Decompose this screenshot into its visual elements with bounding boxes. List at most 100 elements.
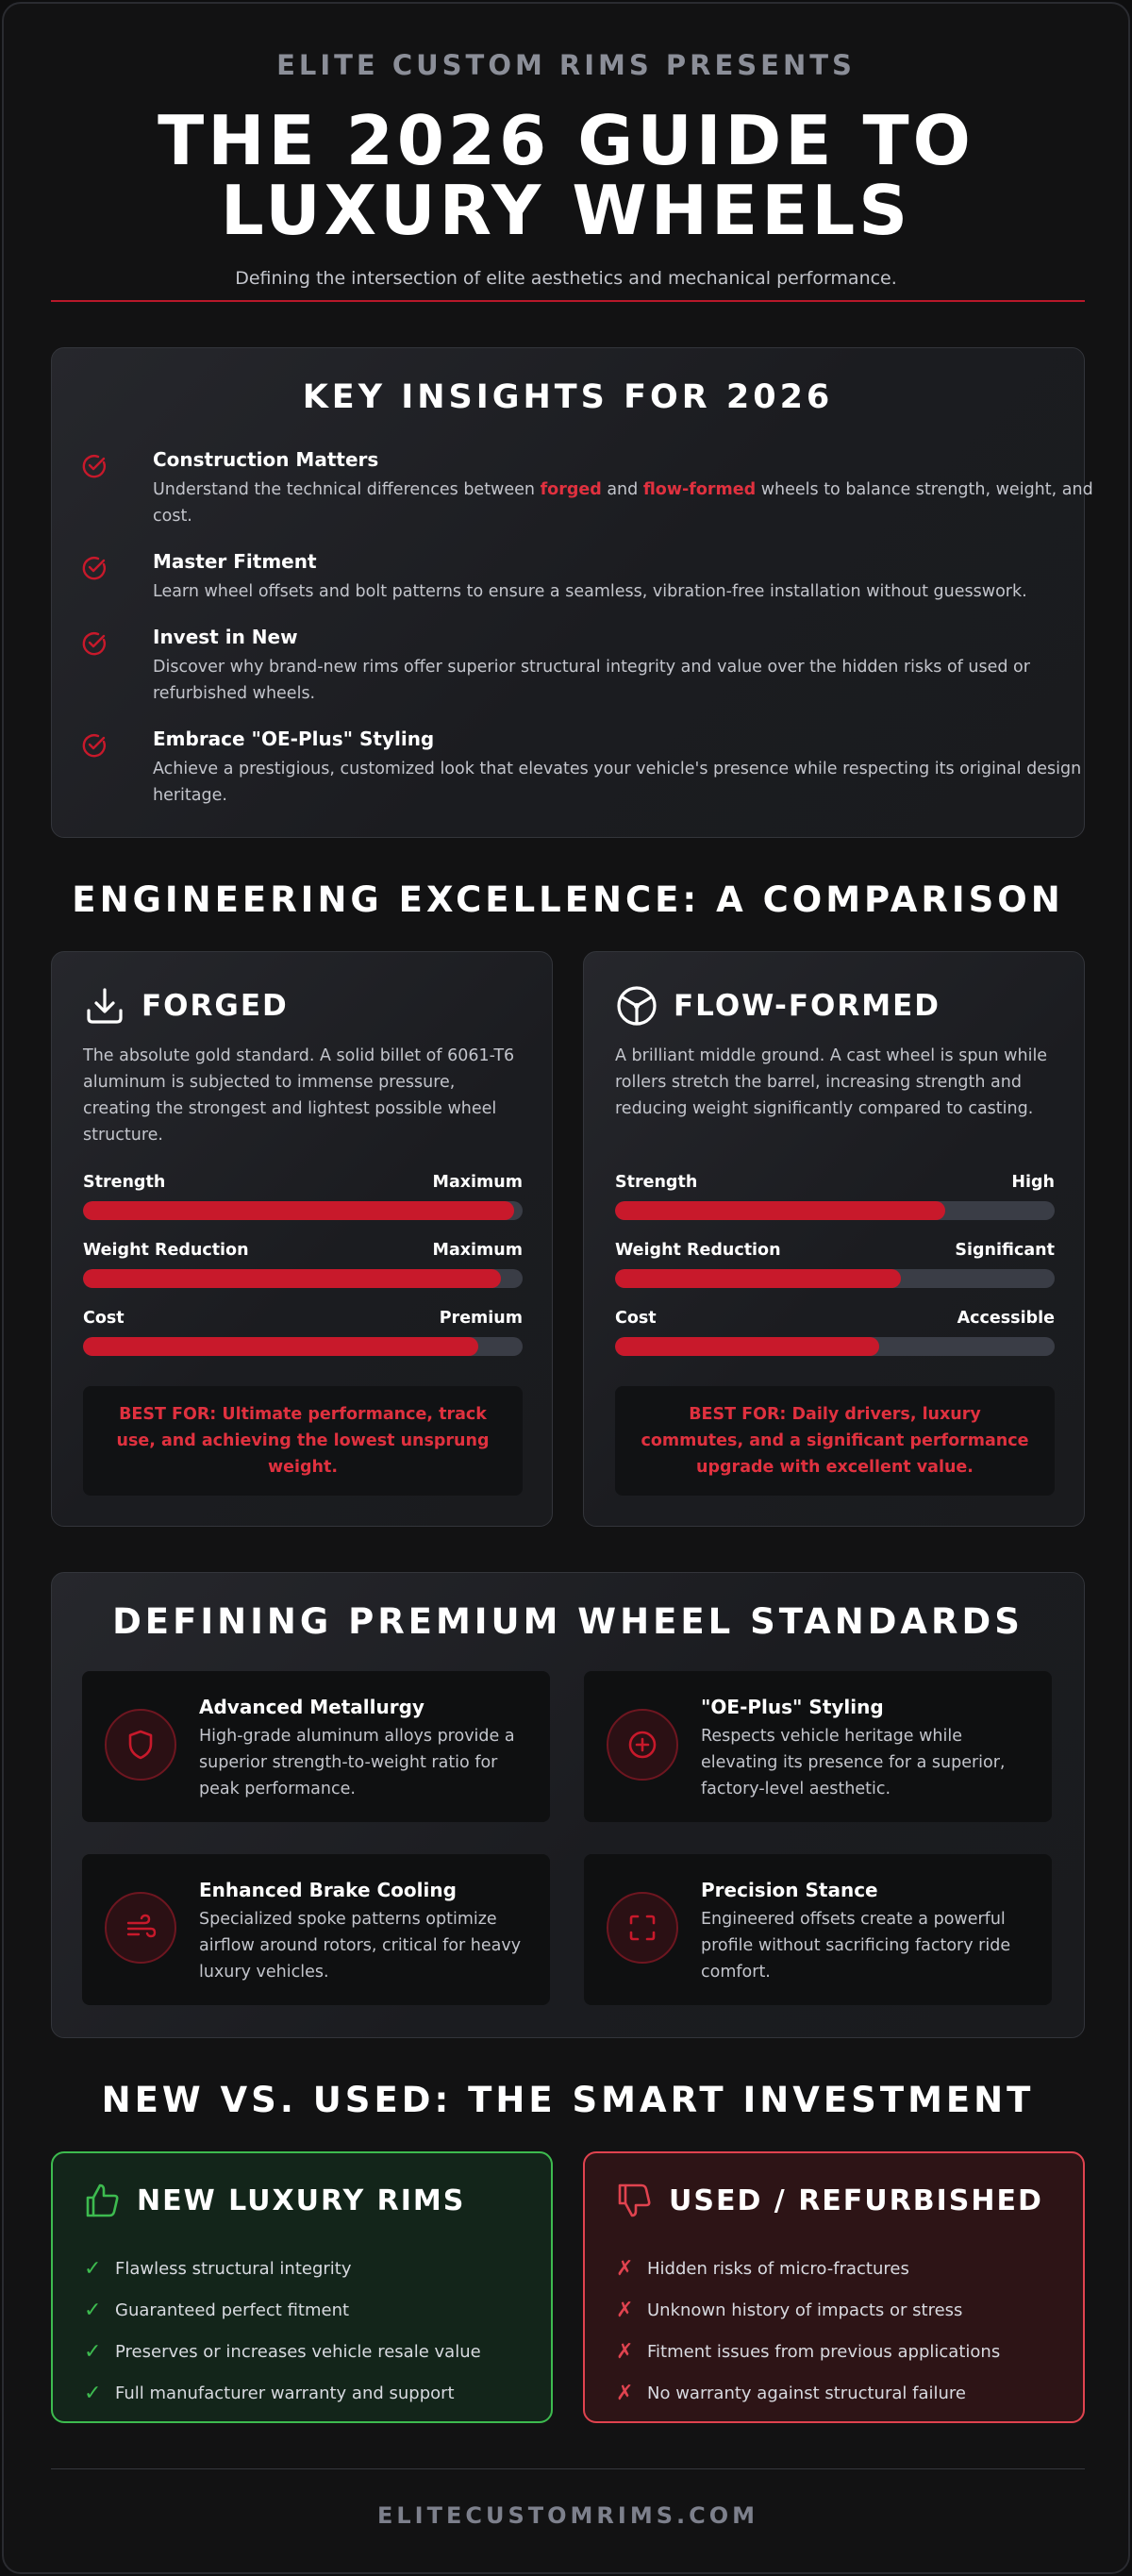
insight-heading: Invest in New	[153, 626, 298, 648]
metric-label: Strength	[615, 1173, 698, 1192]
standards-panel: DEFINING PREMIUM WHEEL STANDARDS Advance…	[51, 1572, 1085, 2038]
new-benefits-list: ✓ Flawless structural integrity ✓ Guarante…	[84, 2248, 481, 2414]
list-item: ✓ Guaranteed perfect fitment	[84, 2289, 481, 2331]
card-header: NEW LUXURY RIMS	[84, 2182, 465, 2219]
key-insights-panel: KEY INSIGHTS FOR 2026 Construction Matte…	[51, 347, 1093, 838]
footer-url: ELITECUSTOMRIMS.COM	[376, 2502, 759, 2529]
shield-icon	[128, 1730, 153, 1760]
check-icon: ✓	[84, 2298, 102, 2322]
list-item-text: Full manufacturer warranty and support	[115, 2383, 455, 2403]
metric-label: Cost	[83, 1309, 125, 1328]
metric-bar-fill	[615, 1201, 945, 1220]
new-rims-card: NEW LUXURY RIMS ✓ Flawless structural int…	[51, 2151, 553, 2423]
metric-bar	[83, 1269, 523, 1288]
wind-icon	[126, 1914, 157, 1938]
standard-text: Respects vehicle heritage while elevatin…	[701, 1727, 1006, 1798]
card-description: A brilliant middle ground. A cast wheel …	[615, 1046, 1048, 1118]
key-insights-title: KEY INSIGHTS FOR 2026	[302, 378, 834, 416]
insight-text: Discover why brand-new rims offer superi…	[153, 658, 1030, 703]
card-header: USED / REFURBISHED	[616, 2182, 1043, 2219]
metric-strength: Strength Maximum	[83, 1173, 523, 1220]
focus-frame-icon-badge	[607, 1892, 678, 1964]
header: ELITE CUSTOM RIMS PRESENTS THE 2026 GUID…	[4, 4, 1128, 289]
cross-icon: ✗	[616, 2339, 634, 2364]
plus-circle-icon-badge	[607, 1709, 678, 1781]
insight-text-part: and	[601, 480, 643, 499]
insight-text: Understand the technical differences bet…	[153, 477, 1096, 529]
highlight-forged: forged	[540, 480, 602, 499]
metric-bar-fill	[615, 1337, 879, 1356]
metric-bar	[615, 1269, 1055, 1288]
metric-bar	[615, 1337, 1055, 1356]
subtitle: Defining the intersection of elite aesth…	[235, 268, 897, 289]
best-for-box: BEST FOR: Ultimate performance, track us…	[83, 1386, 523, 1496]
thumbs-down-icon	[618, 2183, 651, 2217]
list-item: ✗ Hidden risks of micro-fractures	[616, 2248, 1000, 2289]
check-circle-icon	[82, 632, 106, 656]
metric-label: Cost	[615, 1309, 657, 1328]
cross-icon: ✗	[616, 2381, 634, 2405]
metric-rating: Significant	[955, 1241, 1055, 1260]
metric-bar	[83, 1337, 523, 1356]
best-for-box: BEST FOR: Daily drivers, luxury commutes…	[615, 1386, 1055, 1496]
insight-heading: Construction Matters	[153, 448, 379, 471]
check-icon: ✓	[84, 2381, 102, 2405]
metric-label: Weight Reduction	[615, 1241, 781, 1260]
standard-text: Engineered offsets create a powerful pro…	[701, 1910, 1011, 1982]
card-title: FLOW-FORMED	[674, 989, 941, 1023]
download-tray-icon	[87, 988, 123, 1024]
title-line-1: THE 2026 GUIDE TO	[158, 101, 974, 180]
card-title: FORGED	[142, 989, 289, 1023]
metric-strength: Strength High	[615, 1173, 1055, 1220]
list-item: ✓ Flawless structural integrity	[84, 2248, 481, 2289]
metric-weight-reduction: Weight Reduction Significant	[615, 1241, 1055, 1288]
list-item-text: No warranty against structural failure	[647, 2383, 966, 2403]
metric-bar-fill	[615, 1269, 901, 1288]
insight-heading: Embrace "OE-Plus" Styling	[153, 728, 435, 750]
cross-icon: ✗	[616, 2298, 634, 2322]
metric-rating: High	[1011, 1173, 1055, 1192]
list-item: ✗ Fitment issues from previous applicatio…	[616, 2331, 1000, 2372]
wheel-icon	[617, 986, 657, 1026]
metric-rating: Premium	[439, 1309, 523, 1328]
plus-circle-icon	[628, 1731, 657, 1759]
card-title: USED / REFURBISHED	[669, 2183, 1043, 2217]
list-item: ✗ No warranty against structural failure	[616, 2372, 1000, 2414]
standard-item: Enhanced Brake Cooling Specialized spoke…	[82, 1854, 550, 2005]
standard-text: Specialized spoke patterns optimize airf…	[199, 1910, 522, 1982]
card-header: FORGED	[83, 984, 289, 1028]
highlight-flow-formed: flow-formed	[642, 480, 757, 499]
standard-heading: Advanced Metallurgy	[199, 1696, 424, 1718]
insight-heading: Master Fitment	[153, 550, 317, 573]
standard-heading: "OE-Plus" Styling	[701, 1696, 884, 1718]
footer-divider	[51, 2468, 1085, 2469]
insight-text: Learn wheel offsets and bolt patterns to…	[153, 582, 1027, 601]
page-title: THE 2026 GUIDE TO LUXURY WHEELS	[4, 106, 1128, 245]
metric-label: Weight Reduction	[83, 1241, 249, 1260]
metric-weight-reduction: Weight Reduction Maximum	[83, 1241, 523, 1288]
card-header: FLOW-FORMED	[615, 984, 941, 1028]
list-item: ✓ Preserves or increases vehicle resale v…	[84, 2331, 481, 2372]
metric-cost: Cost Premium	[83, 1309, 523, 1356]
list-item-text: Flawless structural integrity	[115, 2258, 352, 2279]
metric-label: Strength	[83, 1173, 166, 1192]
metric-rating: Maximum	[432, 1173, 523, 1192]
metric-bar	[83, 1201, 523, 1220]
list-item-text: Guaranteed perfect fitment	[115, 2300, 350, 2320]
metric-cost: Cost Accessible	[615, 1309, 1055, 1356]
standard-item: Advanced Metallurgy High-grade aluminum …	[82, 1671, 550, 1822]
metric-bar-fill	[83, 1337, 479, 1356]
shield-icon-badge	[105, 1709, 176, 1781]
eyebrow: ELITE CUSTOM RIMS PRESENTS	[276, 49, 856, 81]
flow-formed-card: FLOW-FORMED A brilliant middle ground. A…	[583, 951, 1085, 1527]
list-item-text: Hidden risks of micro-fractures	[647, 2258, 909, 2279]
list-item: ✓ Full manufacturer warranty and support	[84, 2372, 481, 2414]
standard-heading: Precision Stance	[701, 1879, 878, 1901]
check-circle-icon	[82, 455, 106, 478]
check-icon: ✓	[84, 2339, 102, 2364]
card-title: NEW LUXURY RIMS	[137, 2183, 466, 2217]
standards-title: DEFINING PREMIUM WHEEL STANDARDS	[112, 1601, 1024, 1642]
list-item: ✗ Unknown history of impacts or stress	[616, 2289, 1000, 2331]
metric-bar-fill	[83, 1201, 514, 1220]
